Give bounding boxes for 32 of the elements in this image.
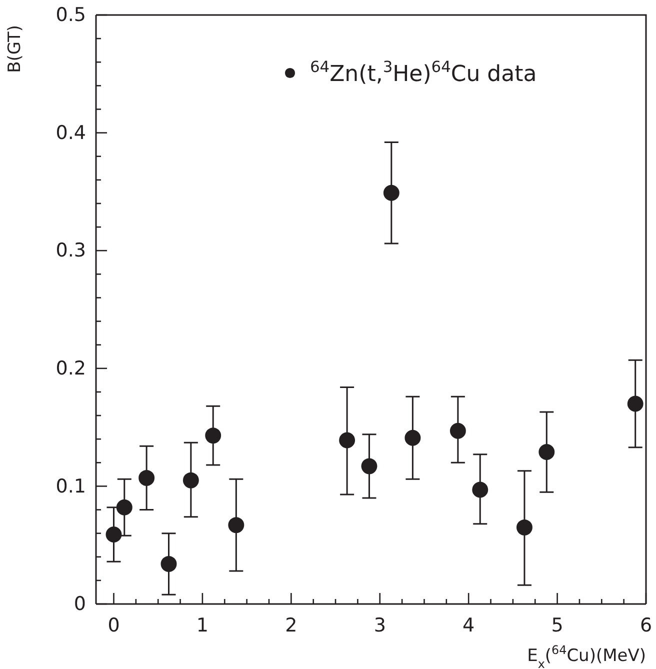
y-tick-label: 0.3 xyxy=(56,240,86,262)
y-tick-label: 0.4 xyxy=(56,122,86,144)
x-tick-label: 4 xyxy=(462,614,475,636)
x-tick-label: 3 xyxy=(374,614,386,636)
point xyxy=(339,432,356,448)
point xyxy=(538,444,555,460)
y-tick-label: 0.5 xyxy=(56,4,86,26)
point xyxy=(516,519,532,536)
point xyxy=(627,396,644,412)
point xyxy=(182,472,199,488)
point xyxy=(106,526,122,542)
point xyxy=(472,482,488,498)
point xyxy=(450,422,466,439)
point xyxy=(138,470,155,486)
point xyxy=(205,428,222,444)
y-tick-label: 0.2 xyxy=(56,357,86,380)
y-axis-title: B(GT) xyxy=(5,25,25,73)
point xyxy=(228,517,244,534)
point xyxy=(383,184,400,201)
point xyxy=(404,430,421,446)
point xyxy=(361,458,378,474)
x-tick-label: 5 xyxy=(551,614,564,636)
x-axis-title: E$_{x}$($^{64}$Cu)(MeV) xyxy=(527,643,646,669)
x-tick-label: 6 xyxy=(640,614,652,636)
y-tick-label: 0.1 xyxy=(56,475,86,498)
x-tick-label: 0 xyxy=(108,614,120,636)
point xyxy=(160,556,177,572)
point xyxy=(116,499,132,516)
y-tick-label: 0 xyxy=(74,593,86,616)
x-tick-label: 2 xyxy=(285,614,298,636)
legend-label: $^{64}$Zn(t,$^{3}$He)$^{64}$Cu data xyxy=(310,58,537,87)
x-tick-label: 1 xyxy=(196,614,208,636)
